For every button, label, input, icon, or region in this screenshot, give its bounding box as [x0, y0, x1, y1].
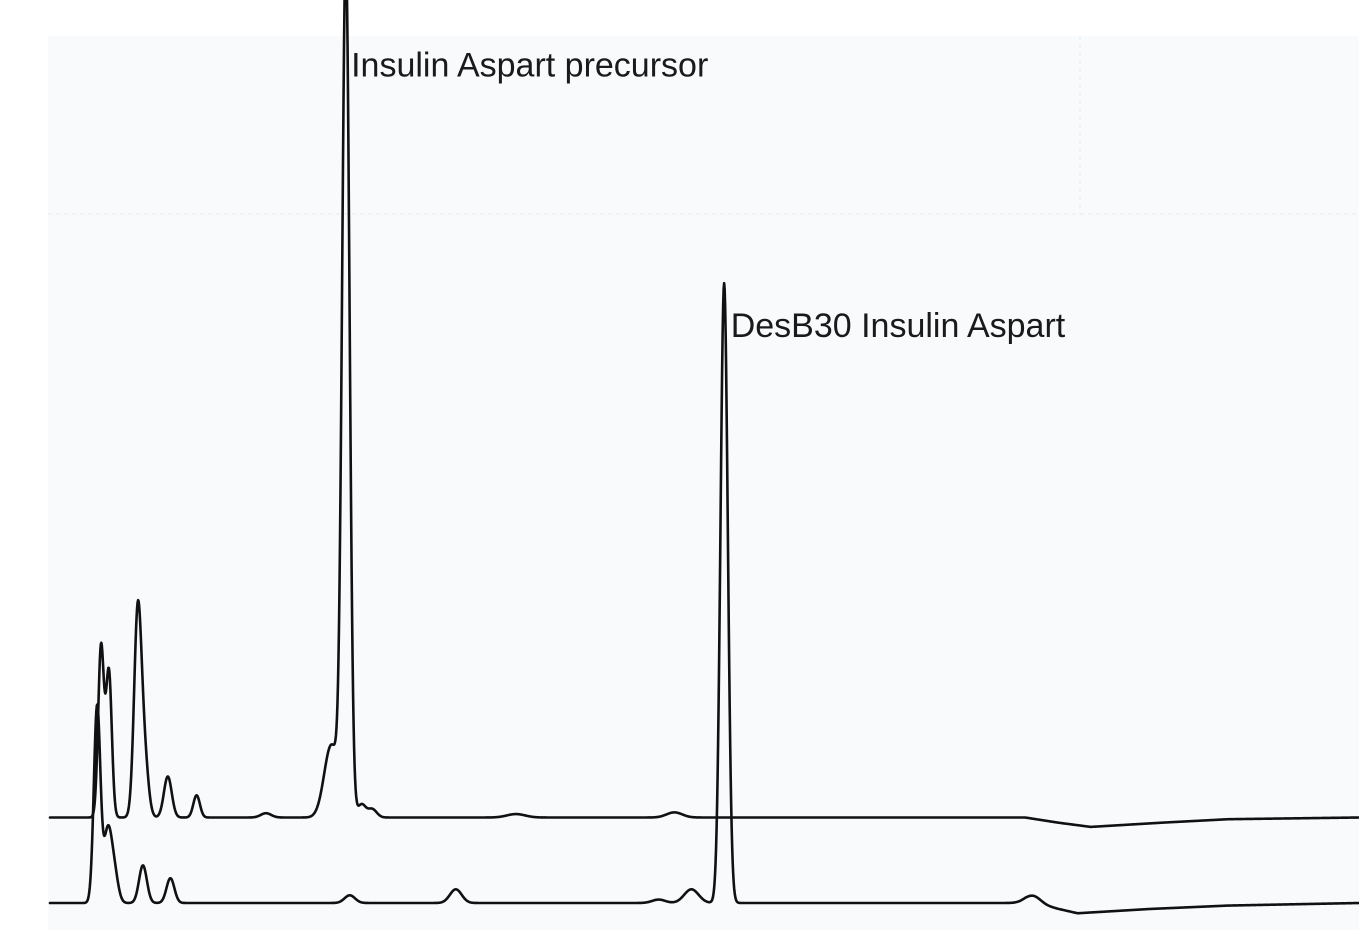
- peak-labels: Insulin Aspart precursor DesB30 Insulin A…: [351, 46, 1066, 345]
- peak-annotation-2: DesB30 Insulin Aspart: [731, 307, 1066, 345]
- peak-annotation-1: Insulin Aspart precursor: [351, 46, 708, 84]
- plot-background: [48, 36, 1359, 930]
- background: [48, 36, 1359, 930]
- traces: [48, 0, 1359, 915]
- chromatogram-trace-1: [48, 0, 1359, 829]
- chromatogram-trace-2: [48, 281, 1359, 915]
